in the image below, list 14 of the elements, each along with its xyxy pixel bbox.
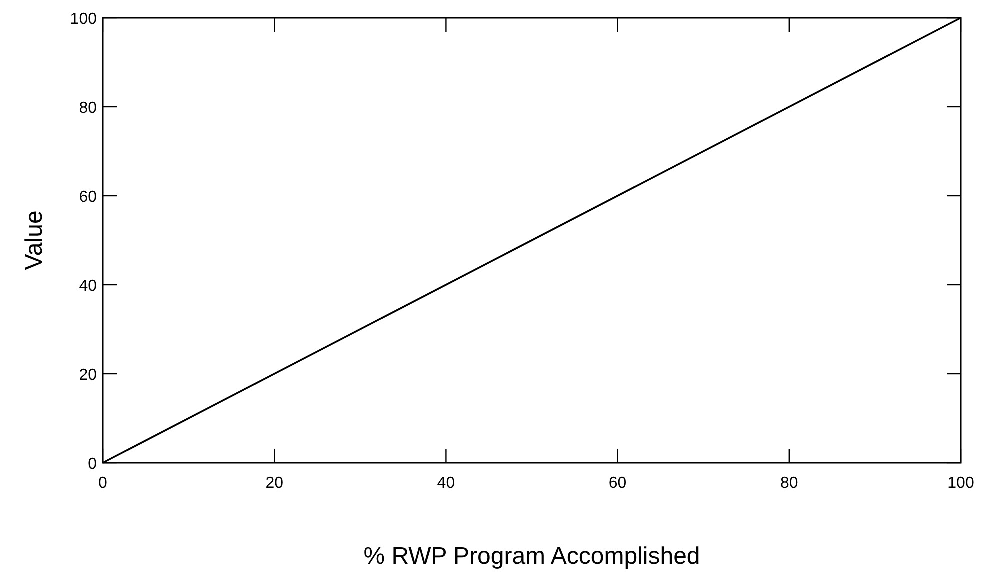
x-axis-title: % RWP Program Accomplished: [364, 543, 700, 570]
y-tick-label: 60: [79, 189, 98, 206]
x-tick-label: 20: [266, 475, 284, 492]
x-tick-label: 0: [98, 475, 108, 492]
x-tick-label: 80: [780, 475, 798, 492]
y-tick-label: 80: [79, 100, 98, 117]
y-tick-label: 20: [79, 367, 98, 384]
y-tick-label: 100: [70, 11, 98, 28]
x-tick-label: 40: [437, 475, 456, 492]
x-tick-label: 60: [608, 475, 627, 492]
y-axis-title: Value: [21, 210, 48, 270]
y-tick-label: 0: [88, 456, 98, 473]
y-tick-label: 40: [79, 278, 98, 295]
x-tick-label: 100: [948, 475, 974, 492]
